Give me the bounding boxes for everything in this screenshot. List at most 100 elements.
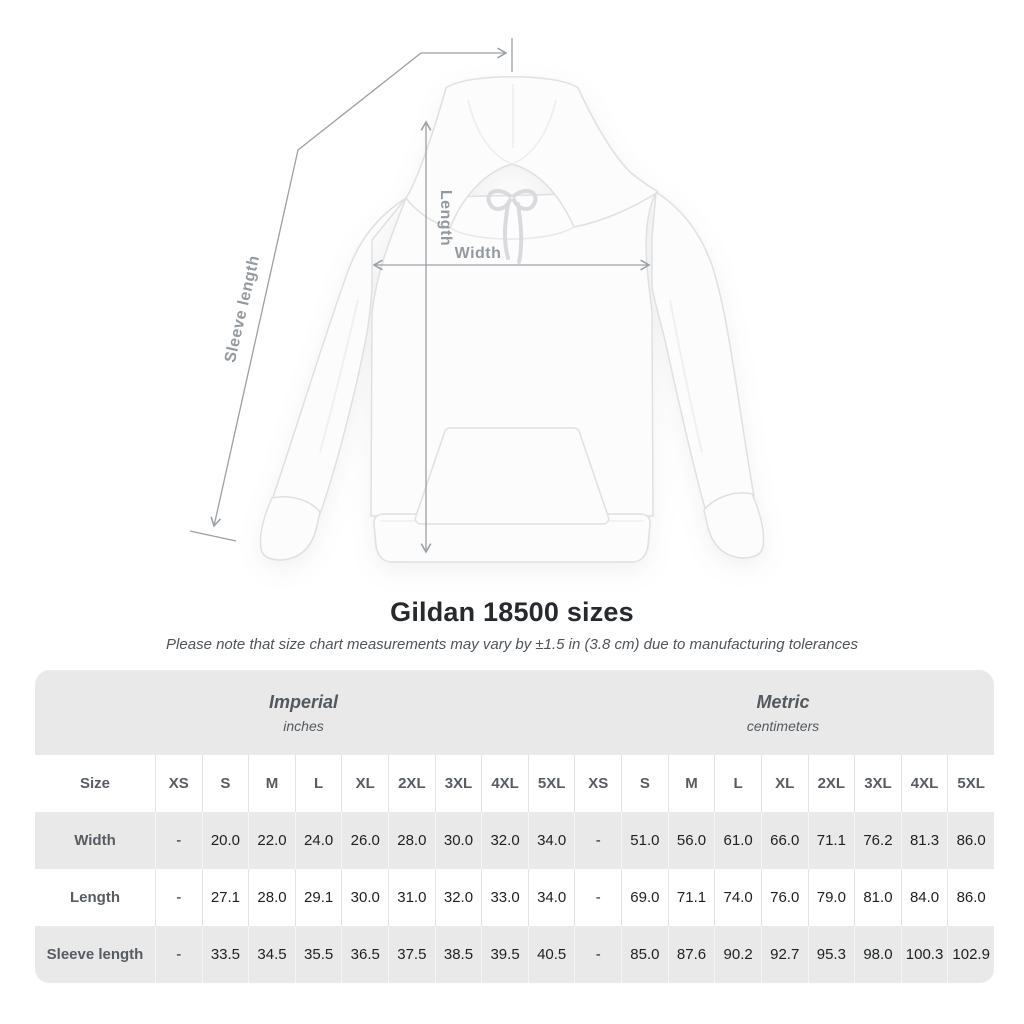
measurement-row-sleeve-length: Sleeve length -33.5 34.5 35.5 36.5 37.5 38.5 39…: [35, 926, 994, 983]
value-cell: 31.0: [388, 869, 435, 926]
size-col-header-imperial: XL: [341, 755, 388, 812]
sleeve-measure-label: Sleeve length: [222, 254, 263, 365]
value-cell: 34.0: [527, 869, 575, 926]
imperial-title: Imperial: [269, 691, 339, 712]
value-cell: 32.0: [481, 812, 528, 869]
imperial-unit: inches: [283, 717, 324, 734]
drawstring-bow: [486, 188, 538, 264]
value-cell: 61.0: [714, 812, 761, 869]
value-cell: 81.0: [854, 869, 901, 926]
size-col-header-imperial: 3XL: [434, 755, 482, 812]
value-cell: 66.0: [760, 812, 808, 869]
hood: [405, 76, 659, 229]
value-cell: 36.5: [341, 926, 389, 983]
row-label: Sleeve length: [35, 926, 155, 983]
size-col-header-imperial: XS: [155, 755, 202, 812]
value-cell: 69.0: [621, 869, 668, 926]
value-cell: 34.5: [248, 926, 295, 983]
value-cell: 92.7: [760, 926, 808, 983]
row-label: Width: [35, 812, 155, 869]
value-cell: 32.0: [434, 869, 482, 926]
value-cell: 28.0: [388, 812, 435, 869]
value-cell: 76.0: [760, 869, 808, 926]
value-cell: 79.0: [807, 869, 855, 926]
imperial-header: Imperial inches: [35, 670, 572, 755]
value-cell: 29.1: [294, 869, 342, 926]
size-col-header-imperial: 5XL: [527, 755, 575, 812]
hem-band: [373, 513, 651, 563]
right-sleeve: [651, 191, 755, 513]
value-cell: 85.0: [621, 926, 668, 983]
value-cell: 34.0: [527, 812, 575, 869]
kangaroo-pocket: [414, 427, 610, 525]
value-cell: 87.6: [667, 926, 715, 983]
value-cell: 22.0: [248, 812, 295, 869]
size-col-header-metric: M: [667, 755, 715, 812]
right-sleeve-fold: [669, 299, 703, 453]
value-cell: 95.3: [807, 926, 855, 983]
value-cell: 35.5: [294, 926, 342, 983]
value-cell: 30.0: [434, 812, 482, 869]
hoodie-figure: Length Width Sleeve length: [189, 38, 765, 563]
measurement-row-width: Width -20.0 22.0 24.0 26.0 28.0 30.0 32.0 34.0-5…: [35, 812, 994, 869]
value-cell: 84.0: [900, 869, 948, 926]
row-label: Length: [70, 889, 120, 906]
size-header-row: Size XS S M L XL 2XL 3XL 4XL 5XL XS S M L XL 2XL 3XL 4XL 5…: [35, 755, 994, 812]
metric-unit: centimeters: [746, 717, 820, 734]
size-col-header-imperial: S: [201, 755, 249, 812]
size-col-header-imperial: 4XL: [481, 755, 528, 812]
value-cell: 38.5: [434, 926, 482, 983]
value-cell: 74.0: [714, 869, 761, 926]
tolerance-note: Please note that size chart measurements…: [166, 636, 858, 653]
sleeve-bottom-tick: [189, 530, 237, 542]
metric-header: Metric centimeters: [572, 670, 994, 755]
metric-title: Metric: [756, 691, 810, 712]
value-cell: 26.0: [341, 812, 389, 869]
size-col-header-imperial: M: [248, 755, 295, 812]
size-table-body: Size XS S M L XL 2XL 3XL 4XL 5XL XS S M L XL 2XL 3XL 4XL 5…: [35, 755, 994, 983]
value-cell: 56.0: [667, 812, 715, 869]
size-col-header-metric: S: [621, 755, 668, 812]
value-cell: 33.5: [201, 926, 249, 983]
value-cell: 27.1: [201, 869, 249, 926]
value-cell: 40.5: [527, 926, 575, 983]
value-cell: 98.0: [854, 926, 901, 983]
size-col-header-imperial: 2XL: [388, 755, 435, 812]
unit-header-band: Imperial inches Metric centimeters: [35, 670, 994, 755]
width-measure-label: Width: [455, 245, 502, 262]
size-col-header-metric: 5XL: [947, 755, 994, 812]
value-cell: 100.3: [900, 926, 948, 983]
size-col-header-metric: 3XL: [854, 755, 901, 812]
size-chart-table: Imperial inches Metric centimeters Size X…: [35, 670, 994, 983]
value-cell: -: [574, 926, 622, 983]
value-cell: 51.0: [621, 812, 668, 869]
measurement-annotations: [189, 38, 651, 554]
value-cell: 86.0: [947, 812, 994, 869]
value-cell: -: [155, 926, 202, 983]
value-cell: 28.0: [248, 869, 295, 926]
size-col-header-metric: XL: [760, 755, 808, 812]
value-cell: 37.5: [388, 926, 435, 983]
value-cell: 76.2: [854, 812, 901, 869]
value-cell: -: [574, 869, 621, 926]
value-cell: 71.1: [667, 869, 715, 926]
size-label: Size: [79, 775, 110, 792]
value-cell: -: [155, 812, 202, 869]
page-title: Gildan 18500 sizes: [390, 597, 634, 627]
hoodie-body: [370, 191, 657, 517]
neckline: [449, 226, 575, 240]
size-col-header-imperial: L: [294, 755, 342, 812]
hood-opening-crease: [467, 99, 557, 165]
value-cell: 102.9: [947, 926, 994, 983]
measurement-row-length: Length -27.1 28.0 29.1 30.0 31.0 32.0 33.0 34.0-…: [35, 869, 994, 926]
size-col-header-metric: L: [714, 755, 761, 812]
size-col-header-metric: 4XL: [900, 755, 948, 812]
left-cuff: [259, 496, 321, 561]
left-sleeve-fold: [319, 299, 359, 453]
value-cell: 30.0: [341, 869, 388, 926]
hoodie-illustration: [259, 76, 765, 563]
value-cell: -: [155, 869, 202, 926]
value-cell: 33.0: [481, 869, 528, 926]
value-cell: 71.1: [807, 812, 855, 869]
value-cell: 86.0: [947, 869, 994, 926]
